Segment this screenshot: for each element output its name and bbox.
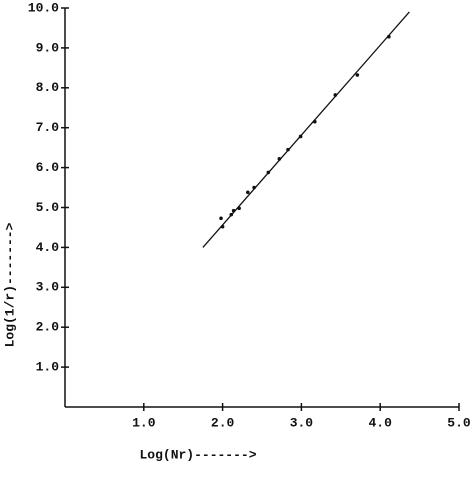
y-tick-label: 8.0 — [36, 80, 60, 95]
y-tick-label: 10.0 — [28, 0, 59, 15]
y-tick-label: 1.0 — [36, 360, 60, 375]
y-axis-label: Log(1/r)-------> — [2, 222, 17, 347]
y-tick-label: 6.0 — [36, 160, 60, 175]
fit-line — [202, 11, 410, 248]
data-point — [355, 73, 360, 77]
x-axis-label: Log(Nr)-------> — [139, 447, 256, 462]
data-point — [387, 34, 391, 39]
data-point — [298, 134, 303, 139]
data-point — [277, 157, 282, 161]
data-point — [231, 208, 236, 213]
data-point — [219, 216, 223, 221]
data-point — [266, 170, 271, 175]
x-tick-label: 5.0 — [447, 415, 471, 430]
data-point — [252, 185, 256, 190]
x-tick-label: 2.0 — [211, 415, 235, 430]
data-point — [333, 93, 338, 97]
data-point — [286, 147, 290, 152]
data-point — [237, 206, 241, 211]
y-tick-label: 7.0 — [36, 120, 60, 135]
y-tick-label: 9.0 — [36, 40, 60, 55]
y-tick-label: 5.0 — [36, 200, 60, 215]
data-point — [229, 212, 234, 217]
data-point — [312, 119, 317, 124]
y-tick-label: 2.0 — [36, 320, 60, 335]
data-point — [220, 224, 225, 229]
x-tick-label: 3.0 — [290, 415, 314, 430]
data-point — [246, 190, 250, 195]
x-tick-label: 1.0 — [132, 415, 156, 430]
y-tick-label: 4.0 — [36, 240, 60, 255]
y-tick-label: 3.0 — [36, 280, 60, 295]
x-tick-label: 4.0 — [368, 415, 392, 430]
